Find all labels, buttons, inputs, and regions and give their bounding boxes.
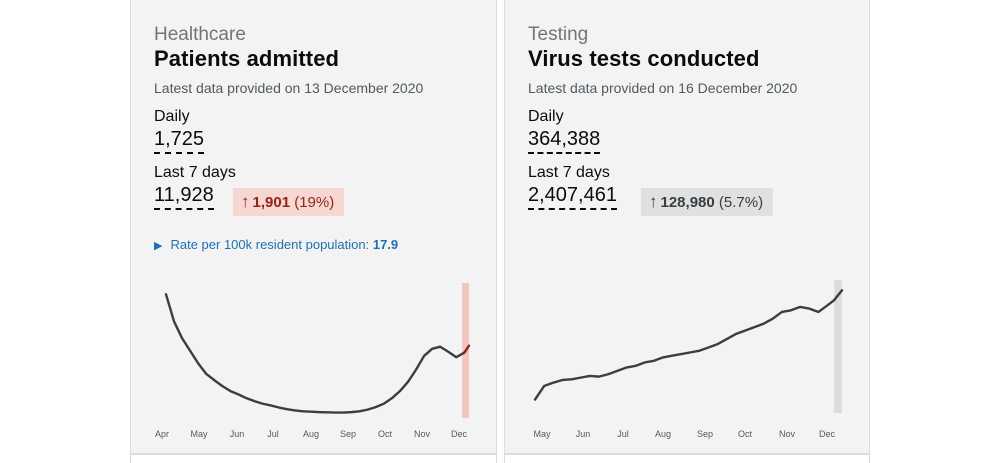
series-line-highlight	[832, 289, 844, 302]
change-value: 1,901	[252, 194, 291, 211]
last-7-days-label: Last 7 days	[154, 164, 236, 181]
arrow-up-icon: ↑	[649, 192, 658, 211]
latest-data-date: Latest data provided on 13 December 2020	[154, 80, 424, 96]
rate-toggle[interactable]: ▶ Rate per 100k resident population: 17.9	[154, 237, 398, 252]
card-divider	[131, 453, 496, 463]
latest-data-date: Latest data provided on 16 December 2020	[528, 80, 798, 96]
x-tick-label: Jun	[576, 429, 591, 439]
rate-label: Rate per 100k resident population:	[170, 237, 370, 252]
card-virus-tests: Testing Virus tests conducted Latest dat…	[504, 0, 870, 463]
arrow-up-icon: ↑	[241, 192, 250, 211]
change-value: 128,980	[660, 194, 715, 211]
x-tick-label: Sep	[340, 429, 356, 439]
patients-admitted-chart: Apr May Jun Jul Aug Sep Oct Nov Dec	[155, 283, 471, 439]
rate-value: 17.9	[372, 237, 399, 252]
series-line	[164, 293, 466, 414]
card-category: Testing	[528, 24, 589, 45]
x-tick-label: May	[533, 429, 551, 439]
x-tick-label: May	[190, 429, 208, 439]
x-tick-label: Oct	[378, 429, 393, 439]
x-tick-label: Dec	[451, 429, 468, 439]
x-tick-label: Aug	[303, 429, 319, 439]
card-divider	[505, 453, 869, 463]
daily-label: Daily	[528, 108, 564, 125]
x-tick-label: Nov	[779, 429, 796, 439]
x-tick-label: Dec	[819, 429, 836, 439]
daily-label: Daily	[154, 108, 190, 125]
x-tick-label: Oct	[738, 429, 753, 439]
x-tick-label: Aug	[655, 429, 671, 439]
change-badge[interactable]: ↑ 1,901 (19%)	[233, 188, 345, 216]
x-tick-label: Jul	[617, 429, 629, 439]
last-7-days-value[interactable]: 11,928	[154, 184, 214, 210]
card-title[interactable]: Patients admitted	[154, 46, 340, 71]
x-tick-label: Apr	[155, 429, 169, 439]
change-percent: (19%)	[294, 194, 335, 211]
series-line	[533, 298, 836, 401]
change-badge[interactable]: ↑ 128,980 (5.7%)	[641, 188, 774, 216]
x-tick-label: Jun	[230, 429, 245, 439]
x-tick-label: Nov	[414, 429, 431, 439]
last-7-days-value[interactable]: 2,407,461	[528, 184, 617, 210]
highlight-band	[834, 280, 842, 413]
series-line-highlight	[463, 344, 471, 354]
change-percent: (5.7%)	[718, 194, 764, 211]
card-title[interactable]: Virus tests conducted	[528, 46, 760, 71]
x-tick-label: Jul	[267, 429, 279, 439]
last-7-days-label: Last 7 days	[528, 164, 610, 181]
daily-value[interactable]: 1,725	[154, 128, 205, 154]
x-tick-label: Sep	[697, 429, 713, 439]
daily-value[interactable]: 364,388	[528, 128, 601, 154]
card-patients-admitted: Healthcare Patients admitted Latest data…	[130, 0, 497, 463]
triangle-right-icon: ▶	[154, 240, 163, 252]
virus-tests-chart: May Jun Jul Aug Sep Oct Nov Dec	[533, 280, 844, 439]
card-category: Healthcare	[154, 24, 246, 45]
